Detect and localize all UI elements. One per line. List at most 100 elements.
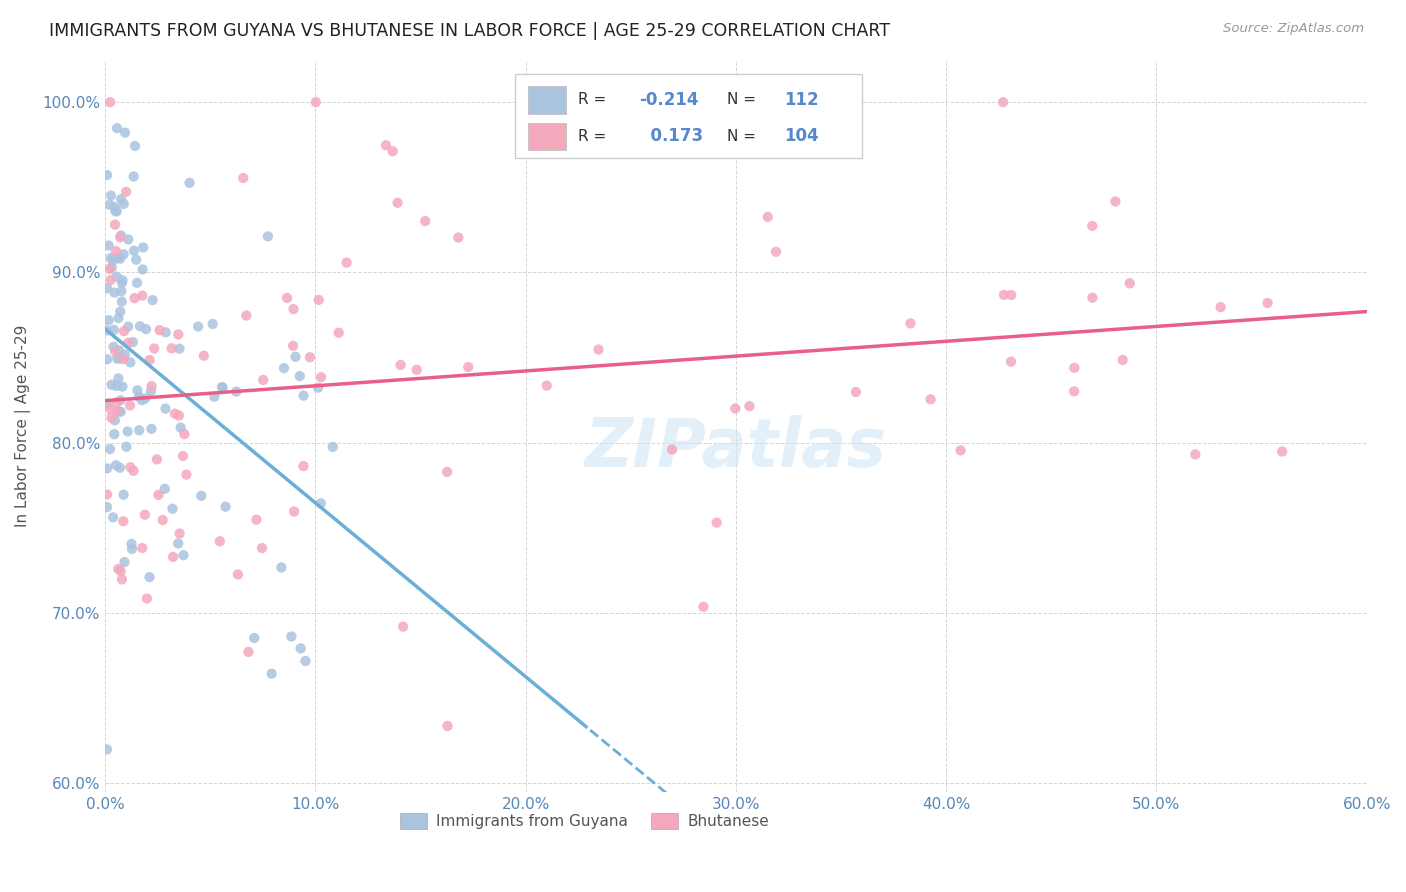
Point: [96, 500, 118, 515]
Point: [225, 384, 247, 399]
Point: [307, 381, 329, 395]
Point: [97, 238, 120, 252]
Text: R =: R =: [578, 93, 612, 107]
Point: [436, 465, 458, 479]
Point: [519, 107, 541, 121]
Point: [765, 244, 787, 259]
Point: [115, 440, 138, 454]
Point: [1257, 296, 1279, 310]
Point: [1104, 194, 1126, 209]
Point: [112, 352, 135, 367]
FancyBboxPatch shape: [527, 86, 565, 114]
Point: [146, 452, 169, 467]
Point: [738, 399, 761, 413]
Point: [152, 513, 174, 527]
Point: [250, 541, 273, 555]
Point: [245, 513, 267, 527]
Point: [1063, 384, 1085, 399]
Point: [104, 218, 127, 232]
Point: [108, 460, 131, 475]
Point: [108, 230, 131, 244]
Point: [692, 599, 714, 614]
Point: [96, 168, 118, 182]
Point: [131, 541, 153, 555]
Point: [900, 316, 922, 330]
Point: [110, 564, 132, 578]
Point: [276, 291, 298, 305]
Point: [111, 294, 134, 309]
Point: [96, 461, 118, 475]
Point: [208, 534, 231, 549]
Point: [1111, 353, 1133, 368]
Point: [308, 293, 330, 307]
Point: [117, 232, 139, 246]
Text: ZIPatlas: ZIPatlas: [585, 415, 887, 481]
Point: [1063, 360, 1085, 375]
Point: [122, 244, 145, 258]
Text: 104: 104: [783, 128, 818, 145]
Point: [96, 323, 118, 337]
Point: [226, 567, 249, 582]
Point: [132, 240, 155, 254]
Text: N =: N =: [727, 129, 761, 144]
Point: [121, 537, 143, 551]
Point: [100, 377, 122, 392]
Point: [135, 322, 157, 336]
Point: [724, 401, 747, 416]
Text: 0.173: 0.173: [638, 128, 703, 145]
Point: [105, 395, 128, 409]
Point: [162, 549, 184, 564]
Point: [845, 384, 868, 399]
Point: [104, 204, 127, 219]
Point: [173, 427, 195, 442]
Point: [167, 409, 190, 423]
Point: [112, 247, 135, 261]
Point: [112, 197, 135, 211]
Point: [112, 488, 135, 502]
Point: [309, 370, 332, 384]
Point: [149, 323, 172, 337]
Point: [204, 390, 226, 404]
Point: [138, 353, 160, 368]
Point: [991, 95, 1014, 110]
Point: [141, 422, 163, 436]
Point: [273, 361, 295, 376]
Point: [283, 301, 305, 316]
Point: [128, 423, 150, 437]
Point: [107, 371, 129, 385]
Point: [292, 388, 315, 402]
Point: [110, 228, 132, 243]
Point: [138, 570, 160, 584]
Point: [238, 645, 260, 659]
Point: [536, 378, 558, 392]
Point: [190, 489, 212, 503]
Point: [112, 514, 135, 528]
Point: [111, 276, 134, 290]
Point: [322, 440, 344, 454]
Point: [97, 397, 120, 411]
Point: [105, 121, 128, 136]
Point: [100, 260, 122, 275]
Point: [447, 230, 470, 244]
Point: [122, 464, 145, 478]
Point: [108, 252, 131, 266]
Point: [1119, 277, 1142, 291]
Point: [169, 342, 191, 356]
Point: [97, 313, 120, 327]
Point: [105, 351, 128, 366]
Point: [110, 284, 132, 298]
Point: [103, 323, 125, 337]
Point: [111, 273, 134, 287]
Point: [211, 381, 233, 395]
Point: [155, 401, 177, 416]
Point: [98, 95, 121, 110]
Point: [114, 347, 136, 361]
Point: [104, 344, 127, 359]
Point: [108, 304, 131, 318]
Point: [413, 214, 436, 228]
Point: [153, 482, 176, 496]
Point: [392, 620, 415, 634]
Point: [110, 192, 132, 206]
Point: [131, 262, 153, 277]
Point: [1081, 291, 1104, 305]
